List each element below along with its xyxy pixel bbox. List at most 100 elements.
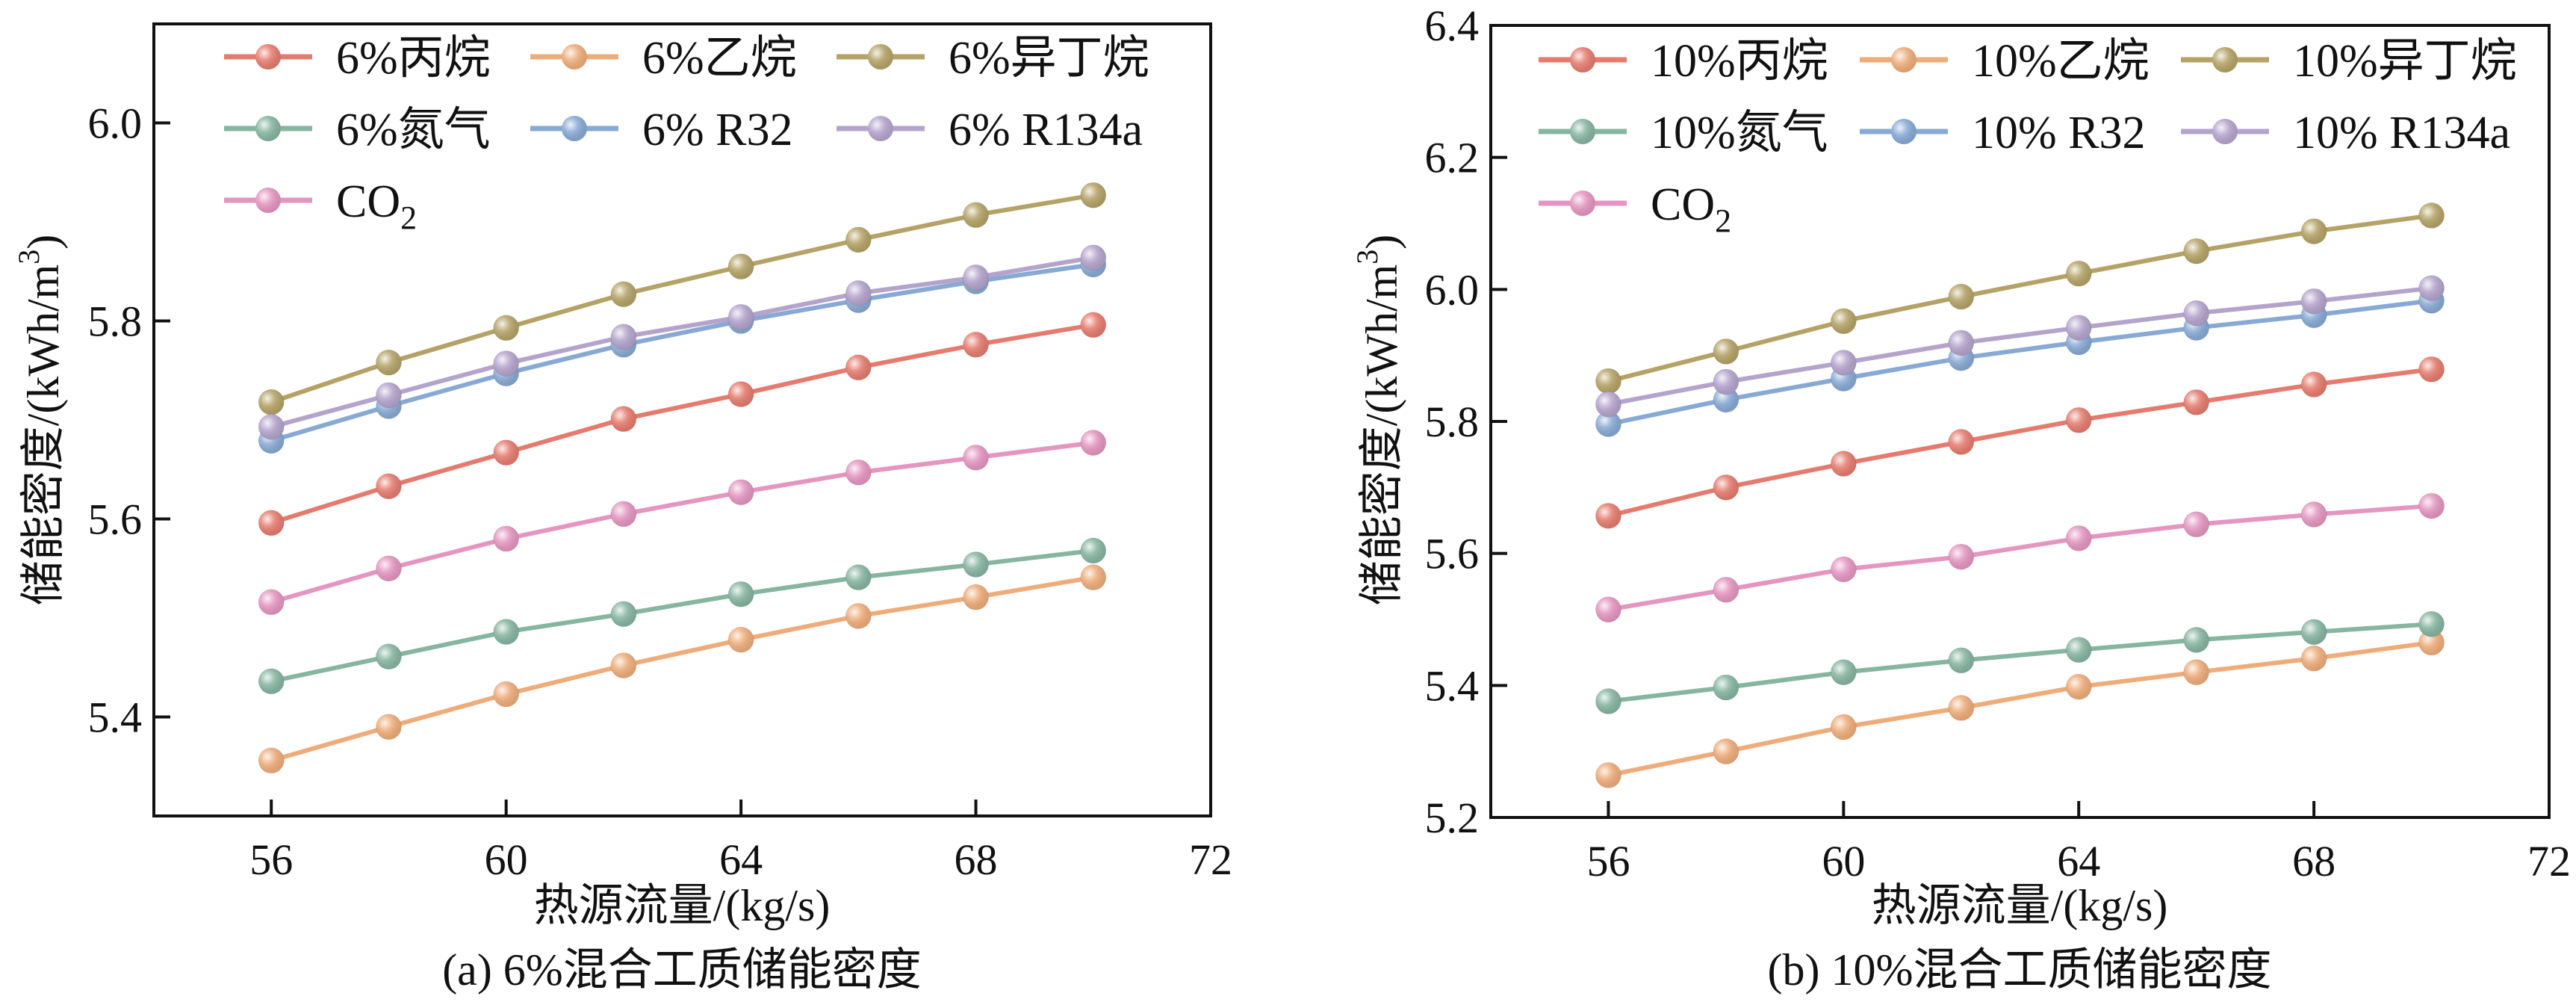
data-point-highlight [1948, 695, 1974, 721]
legend-label: 10% R134a [2293, 108, 2510, 158]
chart-caption: (a) 6%混合工质储能密度 [442, 945, 922, 995]
data-point-highlight [1080, 430, 1106, 456]
data-point-highlight [1595, 596, 1621, 622]
plot-area: 56 60 64 68 72 5.2 5.4 5.6 5.8 6.0 6.2 6.4 10%丙烷 10%乙… [1425, 1, 2572, 885]
data-point-highlight [1831, 556, 1857, 582]
data-point-highlight [845, 354, 872, 380]
data-point-highlight [963, 332, 989, 358]
data-point-highlight [963, 202, 989, 228]
x-axis-label: 热源流量/(kg/s) [534, 881, 831, 930]
data-point-highlight [1080, 537, 1106, 563]
data-point-highlight [1831, 451, 1857, 477]
series-line [270, 440, 1094, 605]
data-point-highlight [845, 280, 872, 306]
svg-text:储能密度/(kWh/m3): 储能密度/(kWh/m3) [12, 235, 68, 606]
series-2 [1595, 202, 2445, 395]
legend-marker-highlight [255, 188, 281, 213]
legend-marker-highlight [255, 44, 281, 69]
x-tick-label: 60 [485, 835, 528, 884]
data-point-highlight [1948, 284, 1974, 310]
legend-marker-highlight [562, 44, 587, 69]
series-line [270, 322, 1094, 525]
x-tick-label: 68 [2292, 837, 2336, 885]
legend-marker-highlight [562, 116, 587, 141]
data-point-highlight [1713, 386, 1739, 412]
legend-item: 10%乙烷 [1860, 36, 2150, 87]
y-tick-label: 5.8 [1425, 398, 1480, 446]
legend-marker-highlight [255, 116, 281, 141]
data-point-highlight [1948, 647, 1974, 673]
data-point-highlight [963, 551, 989, 578]
legend-label: 10%氮气 [1651, 108, 1828, 158]
chart-panel-b: 56 60 64 68 72 5.2 5.4 5.6 5.8 6.0 6.2 6.4 10%丙烷 10%乙… [1350, 1, 2571, 995]
data-point-highlight [845, 460, 872, 486]
data-point-highlight [610, 324, 636, 350]
data-point-highlight [2183, 238, 2209, 265]
data-point-highlight [1080, 244, 1106, 270]
data-point-highlight [610, 406, 636, 432]
legend-item: 10%氮气 [1539, 108, 1828, 158]
data-point-highlight [1831, 308, 1857, 334]
data-point-highlight [1080, 312, 1106, 338]
data-point-highlight [258, 668, 285, 694]
data-point-highlight [1713, 369, 1739, 395]
data-point-highlight [963, 445, 989, 471]
legend-label: 6% R32 [642, 105, 793, 155]
x-axis-label: 热源流量/(kg/s) [1872, 881, 2168, 930]
data-point-highlight [2418, 629, 2445, 655]
plot-frame [152, 22, 1212, 817]
data-point-highlight [376, 382, 402, 408]
data-point-highlight [493, 350, 519, 377]
data-point-highlight [2066, 261, 2092, 287]
series-3 [258, 537, 1107, 695]
data-point-highlight [728, 381, 754, 407]
series-3 [1595, 610, 2445, 715]
x-tick-label: 60 [1822, 837, 1865, 885]
legend-item: 10%丙烷 [1539, 36, 1828, 87]
legend-marker-highlight [1891, 47, 1917, 72]
legend-marker-highlight [1891, 119, 1917, 144]
data-point-highlight [845, 564, 872, 590]
legend-label: 6%氮气 [336, 105, 491, 155]
legend-label: 10%丙烷 [1651, 36, 1828, 87]
x-tick-label: 72 [2527, 837, 2571, 885]
data-point-highlight [1595, 392, 1621, 418]
legend-label: 10% R32 [1972, 108, 2146, 158]
data-point-highlight [493, 526, 519, 551]
data-point-highlight [2066, 407, 2092, 433]
data-point-highlight [1713, 338, 1739, 365]
x-tick-label: 64 [719, 835, 763, 884]
data-point-highlight [2418, 275, 2445, 301]
data-point-highlight [2418, 493, 2445, 519]
legend-item: 6% R134a [837, 105, 1143, 155]
y-tick-label: 5.2 [1425, 794, 1480, 842]
legend-item: 6%丙烷 [224, 33, 491, 84]
data-point-highlight [1713, 474, 1739, 501]
data-point-highlight [376, 350, 402, 376]
data-point-highlight [2183, 659, 2209, 685]
series-line [270, 548, 1094, 684]
series-6 [258, 429, 1107, 616]
data-point-highlight [1713, 674, 1739, 700]
data-point-highlight [2183, 300, 2209, 327]
data-point-highlight [376, 714, 402, 740]
series-line [1607, 285, 2432, 406]
series-line [1607, 640, 2432, 778]
data-point-highlight [1595, 762, 1621, 788]
data-point-highlight [845, 226, 872, 253]
legend-marker-highlight [2212, 119, 2238, 144]
legend-label: 6% R134a [949, 105, 1143, 155]
data-point-highlight [2066, 637, 2092, 663]
data-point-highlight [1831, 350, 1857, 376]
legend-marker-highlight [868, 116, 893, 141]
data-point-highlight [2301, 501, 2327, 528]
data-point-highlight [2301, 371, 2327, 398]
x-tick-label: 56 [1586, 837, 1630, 885]
series-6 [1595, 492, 2445, 623]
data-point-highlight [1713, 738, 1739, 764]
data-point-highlight [728, 479, 754, 505]
x-tick-label: 64 [2057, 837, 2100, 885]
svg-text:储能密度/(kWh/m3): 储能密度/(kWh/m3) [1350, 235, 1406, 606]
data-point-highlight [258, 414, 285, 440]
